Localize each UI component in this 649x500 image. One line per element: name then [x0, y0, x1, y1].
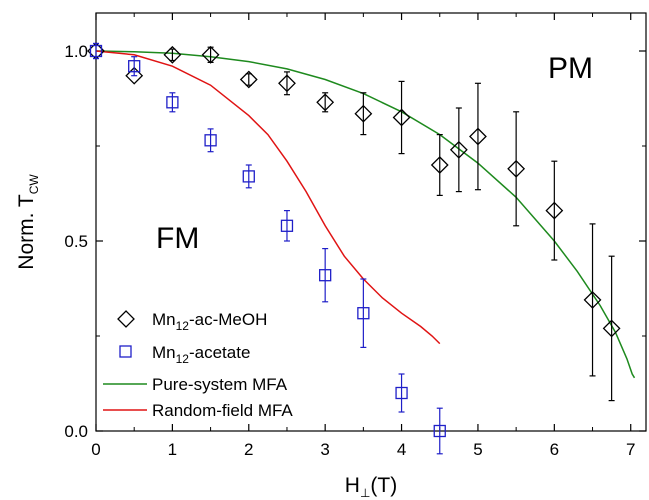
x-tick-label: 5 — [473, 440, 482, 459]
square-marker — [242, 170, 255, 183]
legend-marker-diamond — [117, 310, 135, 328]
point-mn12-ac-meoh — [449, 107, 468, 193]
region-label-fm: FM — [156, 222, 199, 255]
x-tick-label: 0 — [91, 440, 100, 459]
diamond-marker — [354, 104, 373, 123]
region-label-pm: PM — [548, 52, 593, 85]
diamond-marker — [316, 93, 335, 112]
point-mn12-ac-meoh — [507, 111, 526, 227]
square-marker — [357, 307, 370, 320]
y-tick-label: 0.5 — [64, 232, 88, 251]
legend-label-pure-system: Pure-system MFA — [152, 375, 288, 394]
point-mn12-acetate — [395, 373, 408, 413]
diamond-marker — [430, 156, 449, 174]
point-mn12-acetate — [280, 210, 294, 242]
square-marker — [128, 60, 141, 73]
diamond-marker — [125, 66, 144, 85]
point-mn12-acetate — [204, 128, 217, 153]
diamond-marker — [507, 159, 526, 178]
square-marker — [433, 424, 446, 438]
square-marker — [89, 44, 103, 58]
plot-area — [95, 12, 647, 432]
diamond-marker — [201, 45, 220, 64]
diamond-marker — [469, 127, 487, 146]
x-tick-label: 6 — [550, 440, 559, 459]
point-mn12-acetate — [433, 407, 446, 455]
point-mn12-ac-meoh — [201, 45, 220, 64]
x-tick-label: 7 — [626, 440, 635, 459]
point-mn12-ac-meoh — [354, 92, 373, 136]
legend: Mn12-ac-MeOH Mn12-acetate Pure-system MF… — [103, 310, 293, 420]
data-points — [87, 42, 621, 455]
point-mn12-acetate — [128, 56, 141, 77]
point-mn12-acetate — [166, 92, 179, 113]
x-tick-label: 4 — [397, 440, 406, 459]
x-tick-label: 2 — [244, 440, 253, 459]
point-mn12-ac-meoh — [125, 66, 144, 85]
y-tick-label: 1.0 — [64, 42, 88, 61]
diamond-marker — [545, 201, 564, 220]
point-mn12-ac-meoh — [163, 45, 182, 64]
point-mn12-ac-meoh — [602, 255, 621, 402]
point-mn12-ac-meoh — [392, 80, 411, 155]
square-marker — [280, 219, 294, 232]
point-mn12-ac-meoh — [469, 82, 487, 191]
y-tick-label: 0.0 — [64, 422, 88, 441]
point-mn12-acetate — [242, 164, 255, 189]
point-mn12-ac-meoh — [316, 92, 335, 113]
point-mn12-ac-meoh — [545, 160, 564, 261]
diamond-marker — [602, 319, 621, 338]
diamond-marker — [278, 74, 296, 93]
point-mn12-ac-meoh — [239, 70, 258, 89]
x-tick-label: 3 — [320, 440, 329, 459]
point-mn12-ac-meoh — [583, 223, 602, 377]
square-marker — [204, 134, 217, 147]
diamond-marker — [583, 290, 602, 309]
diamond-marker — [239, 70, 258, 89]
square-marker — [319, 269, 332, 282]
square-marker — [166, 96, 179, 109]
diamond-marker — [392, 108, 411, 127]
x-tick-label: 1 — [168, 440, 177, 459]
point-mn12-ac-meoh — [430, 134, 449, 196]
point-mn12-acetate — [357, 278, 370, 348]
diamond-marker — [163, 45, 182, 64]
legend-label-mn12-ac-meoh: Mn12-ac-MeOH — [152, 310, 267, 333]
plot-frame — [95, 12, 647, 432]
x-axis-title: H⊥(T) — [345, 474, 397, 500]
point-mn12-acetate — [89, 42, 103, 60]
point-mn12-ac-meoh — [278, 71, 296, 96]
diamond-marker — [449, 140, 468, 159]
legend-label-mn12-acetate: Mn12-acetate — [152, 343, 250, 366]
legend-label-random-field: Random-field MFA — [152, 401, 293, 420]
curve-random-field-mfa — [95, 50, 441, 345]
y-axis-title: Norm. TCW — [15, 174, 41, 270]
square-marker — [395, 386, 408, 400]
axis-ticks: 0 1 2 3 4 5 6 7 0.0 0.5 1.0 — [64, 13, 646, 459]
point-mn12-acetate — [319, 248, 332, 303]
legend-marker-square — [119, 345, 132, 358]
